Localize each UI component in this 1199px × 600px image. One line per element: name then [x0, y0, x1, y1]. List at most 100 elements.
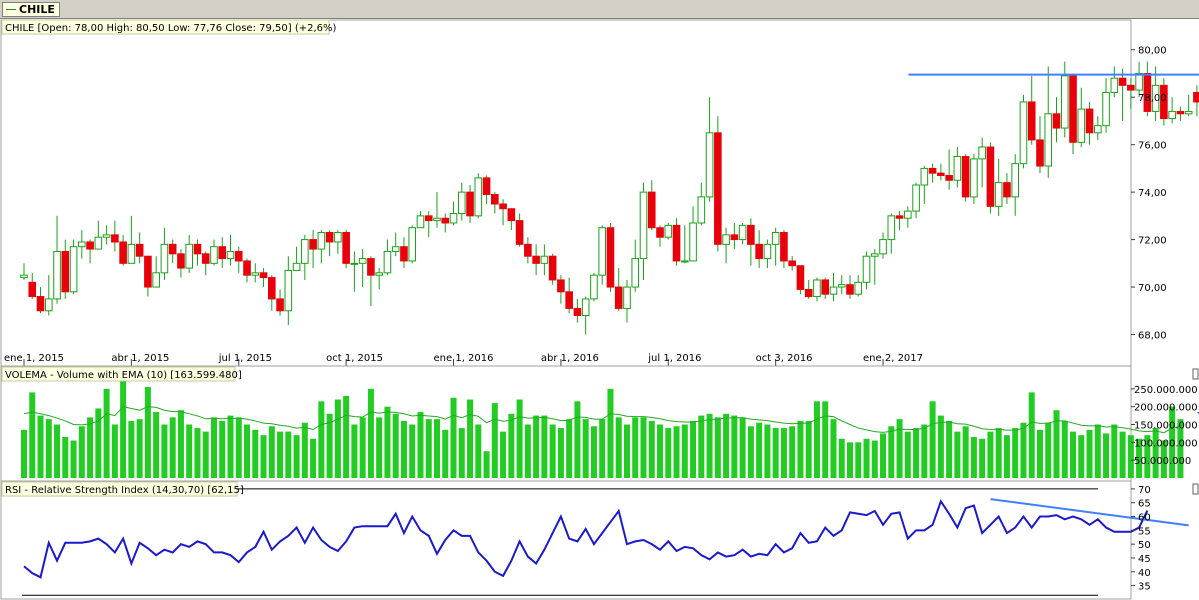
candle-body [722, 234, 730, 245]
volume-bar [516, 399, 523, 478]
candle-body [144, 255, 152, 288]
volume-bar [1012, 428, 1019, 478]
candle-body [1036, 139, 1044, 167]
volume-bar [450, 397, 457, 478]
candle-body [152, 272, 160, 288]
candle-body [755, 243, 763, 260]
candle-body [548, 255, 557, 281]
candle-body [1151, 84, 1160, 112]
volume-bar [310, 438, 317, 478]
candle-body [738, 224, 747, 241]
volume-bar [376, 417, 383, 478]
volume-y-tick-label: 100.000.000 [1134, 438, 1198, 449]
volume-bar [1094, 424, 1101, 478]
volume-bar [54, 424, 61, 478]
volume-bar [161, 424, 168, 478]
candle-body [1168, 110, 1176, 120]
candle-body [1143, 72, 1152, 112]
volume-y-tick-label: 150.000.000 [1134, 421, 1198, 432]
price-y-tick-label: 68,00 [1138, 331, 1167, 342]
candle-body [135, 243, 144, 257]
candle-body [920, 167, 929, 186]
volume-bar [847, 442, 853, 478]
candle-body [457, 191, 466, 214]
volume-bar [1061, 420, 1068, 478]
price-plot-frame [0, 19, 1132, 367]
volume-bar [177, 410, 184, 478]
candle-body [1044, 113, 1053, 167]
candle-body [854, 281, 863, 295]
candle-body [780, 231, 788, 262]
candle-body [912, 184, 920, 212]
candle-body [697, 196, 706, 224]
candle-body [581, 298, 590, 317]
volume-bar [103, 388, 110, 478]
volume-bar [739, 417, 746, 478]
volume-bar [615, 417, 622, 478]
candle-body [953, 156, 962, 181]
candle-body [664, 224, 673, 238]
candle-body [978, 146, 986, 160]
candle-body [367, 258, 375, 276]
volume-bar [285, 431, 292, 478]
candle-body [614, 286, 623, 309]
candle-body [557, 279, 565, 293]
candle-body [185, 243, 193, 269]
candle-body [1193, 91, 1199, 103]
price-x-tick-label: jul 1, 2015 [218, 353, 272, 364]
candle-body [177, 253, 185, 269]
volume-bar [822, 401, 829, 478]
rsi-y-tick-label: 55 [1138, 526, 1151, 537]
volume-bar [87, 417, 94, 478]
volume-y-tick-label: 200.000.000 [1134, 403, 1198, 414]
candle-body [482, 177, 491, 196]
volume-bar [1136, 438, 1143, 478]
candle-body [1110, 77, 1119, 93]
volume-bar [334, 399, 341, 478]
price-y-tick-label: 72,00 [1138, 236, 1167, 247]
price-y-tick-label: 80,00 [1138, 46, 1167, 57]
rsi-y-tick-label: 60 [1138, 513, 1151, 524]
candle-body [36, 296, 45, 312]
candle-body [631, 258, 640, 288]
candle-body [1135, 72, 1143, 91]
candle-body [350, 262, 359, 265]
volume-bar [202, 431, 209, 478]
volume-bar [648, 420, 655, 478]
rsi-scale-handle[interactable] [1192, 483, 1199, 495]
volume-bar [1036, 429, 1043, 478]
candle-body [788, 260, 796, 267]
volume-bar [458, 428, 465, 478]
symbol-tab[interactable]: CHILE [2, 2, 60, 17]
candle-body [210, 246, 218, 264]
volume-scale-handle[interactable] [1192, 368, 1199, 380]
volume-bar [169, 417, 176, 478]
candle-body [168, 243, 177, 255]
price-x-tick-label: abr 1, 2015 [111, 353, 169, 364]
volume-bar [367, 388, 374, 478]
candle-body [879, 239, 887, 255]
volume-bar [533, 415, 540, 478]
price-x-tick-label: oct 1, 2015 [326, 353, 383, 364]
volume-bar [524, 424, 531, 478]
volume-bar [491, 403, 498, 478]
candle-body [524, 243, 532, 257]
candle-body [598, 227, 607, 276]
candle-body [301, 239, 309, 264]
candle-body [391, 246, 400, 252]
candle-body [102, 234, 111, 238]
volume-bar [301, 422, 308, 478]
volume-bar [21, 429, 27, 478]
volume-bar [987, 431, 994, 478]
volume-bar [277, 431, 284, 478]
volume-bar [1003, 435, 1010, 478]
candle-body [358, 258, 367, 264]
volume-bar [392, 413, 399, 478]
candle-body [268, 277, 276, 300]
candle-body [449, 212, 458, 224]
candle-body [160, 243, 169, 274]
candle-body [945, 175, 953, 181]
candle-body [672, 224, 681, 262]
rsi-panel: 35 40 45 50 55 60 65 70 RSI - Relative Strength… [0, 480, 1199, 600]
volume-bar [557, 428, 564, 478]
